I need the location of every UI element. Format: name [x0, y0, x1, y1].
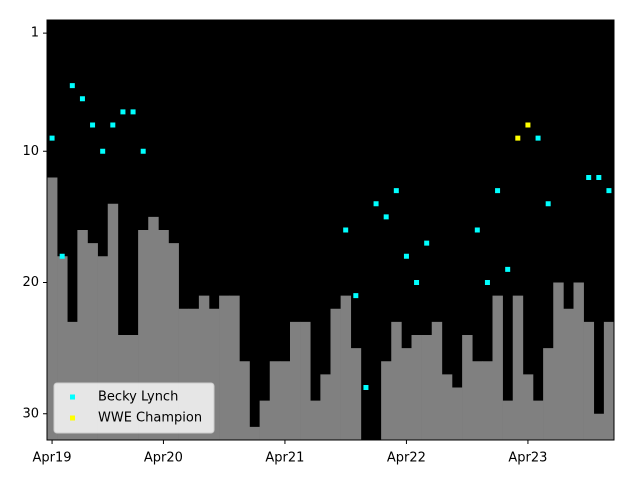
point	[505, 266, 511, 272]
rank-bar	[583, 321, 595, 440]
rank-bar	[553, 282, 564, 440]
rank-bar	[482, 361, 493, 440]
y-tick-label: 10	[22, 144, 39, 159]
point	[545, 201, 551, 207]
rank-bar	[441, 374, 453, 440]
x-tick-label: Apr20	[144, 451, 183, 466]
rank-bar	[401, 348, 412, 440]
point	[596, 175, 602, 180]
point	[79, 96, 85, 102]
rank-bar	[573, 282, 584, 440]
point	[363, 385, 369, 390]
legend-marker	[70, 394, 75, 400]
point	[474, 227, 480, 233]
legend-label: Becky Lynch	[98, 390, 178, 405]
point	[140, 148, 146, 154]
rank-bar	[229, 295, 240, 440]
rank-bar	[431, 321, 443, 440]
rank-bar	[290, 321, 301, 440]
rank-bar	[421, 335, 433, 440]
rank-bar	[57, 256, 68, 440]
point	[90, 122, 96, 128]
rank-bar	[522, 374, 534, 440]
rank-bar	[310, 400, 321, 440]
rank-bar	[512, 295, 524, 440]
x-tick-label: Apr21	[265, 451, 304, 466]
point	[495, 188, 501, 194]
point	[110, 122, 116, 128]
point	[59, 253, 65, 259]
x-tick-label: Apr22	[387, 451, 426, 466]
point	[414, 280, 420, 285]
point	[383, 214, 389, 220]
rank-bar	[168, 243, 179, 440]
rank-bar	[269, 361, 281, 440]
point	[525, 122, 531, 128]
rank-bar	[381, 361, 392, 440]
rank-bar	[219, 295, 230, 440]
rank-bar	[77, 230, 88, 440]
point	[484, 280, 490, 285]
point	[535, 135, 541, 141]
rank-bar	[330, 308, 341, 440]
point	[69, 83, 75, 89]
rank-bar	[198, 295, 210, 440]
rank-bar	[563, 308, 574, 440]
rank-bar	[148, 216, 159, 440]
rank-bar	[67, 321, 78, 440]
rank-bar	[178, 308, 190, 440]
y-tick-label: 30	[22, 406, 39, 421]
rank-bar	[340, 295, 352, 440]
point	[403, 253, 409, 259]
x-tick-label: Apr23	[508, 451, 547, 466]
rank-bar	[300, 321, 311, 440]
rank-bar	[593, 413, 605, 440]
point	[373, 201, 379, 207]
rank-bar	[107, 203, 119, 440]
legend-marker	[70, 415, 75, 421]
point	[424, 240, 430, 246]
rank-bar	[97, 256, 109, 440]
rank-bar	[411, 335, 422, 440]
rank-bar	[158, 230, 169, 440]
legend-label: WWE Champion	[98, 411, 202, 426]
rank-bar	[543, 348, 554, 440]
rank-bar	[47, 177, 58, 440]
point	[343, 227, 349, 233]
point	[120, 109, 126, 115]
rank-bar	[502, 400, 514, 440]
rank-bar	[391, 321, 402, 440]
rank-bar	[320, 374, 331, 440]
rank-bar	[350, 348, 362, 440]
point	[606, 188, 612, 194]
rank-bar	[452, 387, 463, 440]
x-tick-label: Apr19	[33, 451, 72, 466]
legend-box	[53, 382, 215, 434]
point	[586, 175, 592, 180]
y-tick-label: 1	[31, 26, 39, 41]
point	[353, 293, 359, 299]
rank-bar	[472, 361, 483, 440]
rank-bar	[533, 400, 544, 440]
rank-bar	[492, 295, 503, 440]
rank-bar	[259, 400, 271, 440]
rank-bar	[462, 335, 473, 440]
point	[49, 135, 55, 141]
rank-bar	[188, 308, 200, 440]
point	[515, 135, 521, 141]
rank-bar	[87, 243, 98, 440]
rank-bar	[249, 426, 260, 440]
point	[393, 188, 399, 194]
plot-frame	[46, 19, 615, 441]
point	[130, 109, 136, 115]
rank-bar	[279, 361, 291, 440]
point	[100, 148, 106, 154]
rank-bar	[209, 308, 220, 440]
rank-bar	[603, 321, 615, 440]
rank-bar	[239, 361, 250, 440]
rank-bar	[138, 230, 149, 440]
y-tick-label: 20	[22, 275, 39, 290]
